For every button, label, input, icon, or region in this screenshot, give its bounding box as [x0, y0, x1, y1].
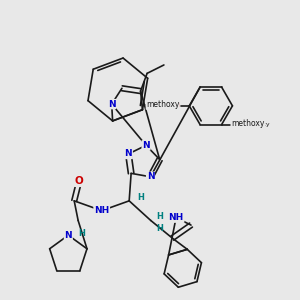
- Text: methoxy: methoxy: [159, 106, 165, 107]
- Text: N: N: [108, 100, 116, 109]
- Text: H: H: [78, 229, 85, 238]
- Text: methoxy: methoxy: [146, 100, 179, 109]
- Text: NH: NH: [94, 206, 109, 215]
- Text: methoxy: methoxy: [242, 122, 270, 127]
- Text: H: H: [157, 224, 164, 233]
- Text: N: N: [147, 172, 154, 181]
- Text: O: O: [171, 101, 180, 111]
- Text: O: O: [231, 119, 239, 130]
- Text: methoxy: methoxy: [232, 119, 265, 128]
- Text: O: O: [75, 176, 83, 186]
- Text: NH: NH: [169, 213, 184, 222]
- Text: H: H: [137, 194, 144, 202]
- Text: H: H: [157, 212, 164, 221]
- Text: methoxy: methoxy: [141, 103, 169, 108]
- Text: N: N: [142, 141, 150, 150]
- Text: N: N: [64, 231, 72, 240]
- Text: methoxy: methoxy: [252, 124, 258, 125]
- Text: N: N: [124, 149, 132, 158]
